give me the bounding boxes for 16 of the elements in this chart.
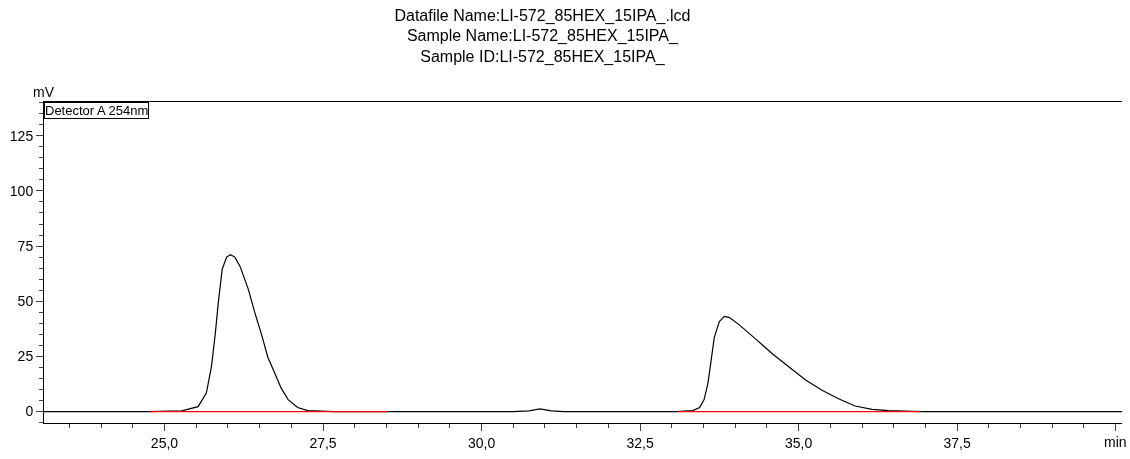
x-tick-label: 32,5	[626, 434, 654, 451]
x-tick-label: 27,5	[309, 434, 337, 451]
y-tick-label: 25	[17, 348, 34, 365]
y-axis-title: mV	[33, 84, 55, 100]
annotation: Detector A 254nm	[45, 103, 149, 118]
y-tick-label: 0	[25, 403, 34, 420]
x-tick-label: 37,5	[943, 434, 971, 451]
y-tick-label: 50	[17, 293, 34, 310]
y-tick-label: 75	[17, 237, 34, 254]
y-tick-label: 125	[9, 127, 34, 144]
x-axis-title: min	[1104, 434, 1127, 450]
x-tick-label: 25,0	[150, 434, 179, 451]
y-tick-label: 100	[9, 182, 34, 199]
chart-title: Datafile Name:LI-572_85HEX_15IPA_.lcd Sample Name:LI-572_85HEX_15IPA_ Sample ID:LI-572_85HEX_15IPA_	[394, 6, 691, 67]
x-tick-label: 30,0	[467, 434, 496, 451]
x-tick-label: 35,0	[784, 434, 813, 451]
